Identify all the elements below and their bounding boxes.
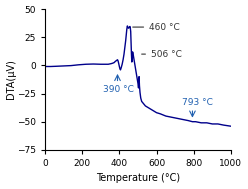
X-axis label: Temperature (°C): Temperature (°C) (96, 174, 180, 184)
Text: 390 °C: 390 °C (103, 84, 133, 94)
Text: 460 °C: 460 °C (133, 22, 180, 32)
Text: 793 °C: 793 °C (182, 98, 213, 107)
Text: 506 °C: 506 °C (142, 50, 182, 59)
Y-axis label: DTA(μV): DTA(μV) (5, 60, 16, 99)
